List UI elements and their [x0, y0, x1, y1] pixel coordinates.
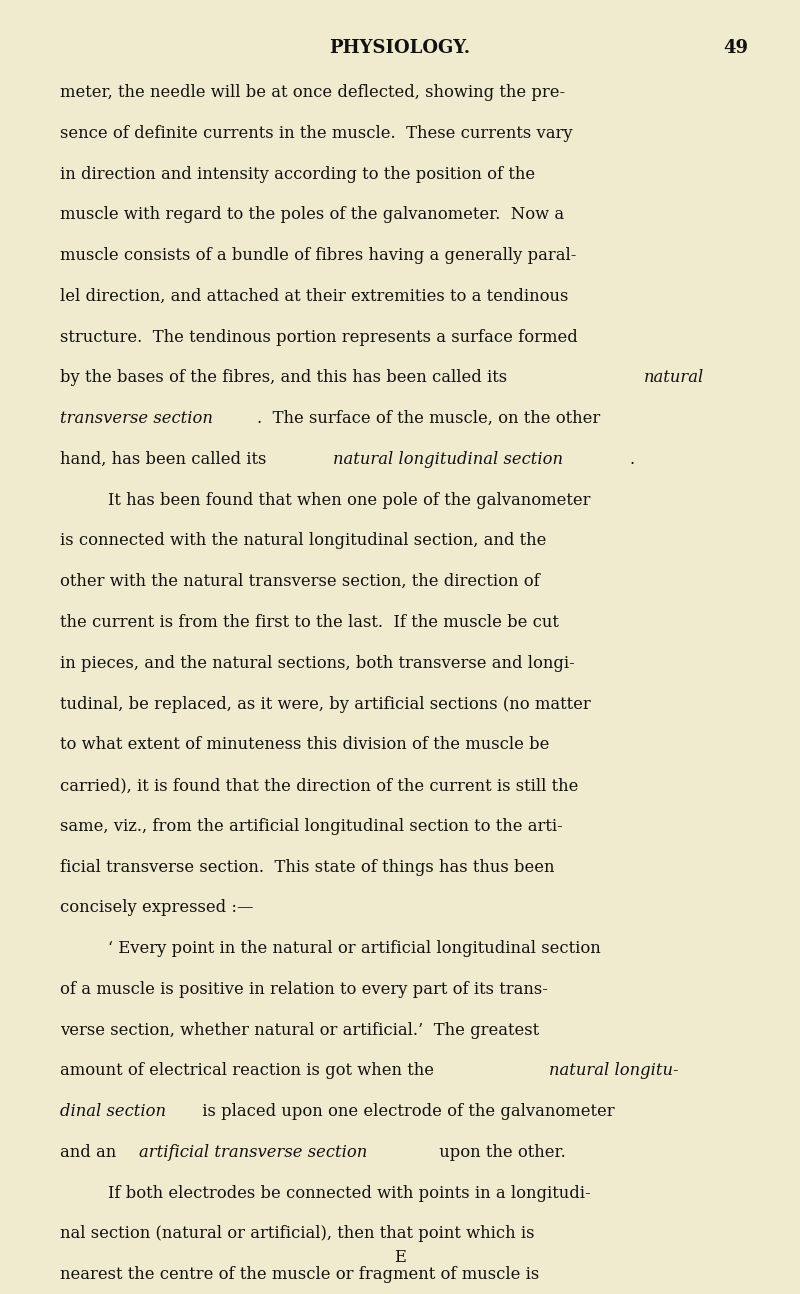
Text: amount of electrical reaction is got when the: amount of electrical reaction is got whe… — [60, 1062, 439, 1079]
Text: and an: and an — [60, 1144, 122, 1161]
Text: hand, has been called its: hand, has been called its — [60, 450, 272, 468]
Text: other with the natural transverse section, the direction of: other with the natural transverse sectio… — [60, 573, 540, 590]
Text: muscle consists of a bundle of fibres having a generally paral-: muscle consists of a bundle of fibres ha… — [60, 247, 576, 264]
Text: .: . — [630, 450, 635, 468]
Text: ‘ Every point in the natural or artificial longitudinal section: ‘ Every point in the natural or artifici… — [108, 939, 601, 958]
Text: muscle with regard to the poles of the galvanometer.  Now a: muscle with regard to the poles of the g… — [60, 206, 564, 224]
Text: lel direction, and attached at their extremities to a tendinous: lel direction, and attached at their ext… — [60, 287, 568, 305]
Text: natural: natural — [644, 369, 704, 387]
Text: tudinal, be replaced, as it were, by artificial sections (no matter: tudinal, be replaced, as it were, by art… — [60, 695, 590, 713]
Text: by the bases of the fibres, and this has been called its: by the bases of the fibres, and this has… — [60, 369, 512, 387]
Text: of a muscle is positive in relation to every part of its trans-: of a muscle is positive in relation to e… — [60, 981, 548, 998]
Text: If both electrodes be connected with points in a longitudi-: If both electrodes be connected with poi… — [108, 1184, 590, 1202]
Text: artificial transverse section: artificial transverse section — [139, 1144, 368, 1161]
Text: dinal section: dinal section — [60, 1102, 166, 1121]
Text: nearest the centre of the muscle or fragment of muscle is: nearest the centre of the muscle or frag… — [60, 1266, 539, 1284]
Text: structure.  The tendinous portion represents a surface formed: structure. The tendinous portion represe… — [60, 329, 578, 345]
Text: in direction and intensity according to the position of the: in direction and intensity according to … — [60, 166, 535, 182]
Text: sence of definite currents in the muscle.  These currents vary: sence of definite currents in the muscle… — [60, 124, 573, 142]
Text: natural longitu-: natural longitu- — [550, 1062, 679, 1079]
Text: is placed upon one electrode of the galvanometer: is placed upon one electrode of the galv… — [197, 1102, 614, 1121]
Text: is connected with the natural longitudinal section, and the: is connected with the natural longitudin… — [60, 532, 546, 550]
Text: meter, the needle will be at once deflected, showing the pre-: meter, the needle will be at once deflec… — [60, 84, 565, 101]
Text: nal section (natural or artificial), then that point which is: nal section (natural or artificial), the… — [60, 1225, 534, 1242]
Text: ficial transverse section.  This state of things has thus been: ficial transverse section. This state of… — [60, 858, 554, 876]
Text: It has been found that when one pole of the galvanometer: It has been found that when one pole of … — [108, 492, 590, 509]
Text: same, viz., from the artificial longitudinal section to the arti-: same, viz., from the artificial longitud… — [60, 818, 562, 835]
Text: E: E — [394, 1249, 406, 1266]
Text: the current is from the first to the last.  If the muscle be cut: the current is from the first to the las… — [60, 613, 559, 631]
Text: 49: 49 — [723, 39, 748, 57]
Text: concisely expressed :—: concisely expressed :— — [60, 899, 254, 916]
Text: in pieces, and the natural sections, both transverse and longi-: in pieces, and the natural sections, bot… — [60, 655, 574, 672]
Text: to what extent of minuteness this division of the muscle be: to what extent of minuteness this divisi… — [60, 736, 550, 753]
Text: verse section, whether natural or artificial.’  The greatest: verse section, whether natural or artifi… — [60, 1021, 539, 1039]
Text: PHYSIOLOGY.: PHYSIOLOGY. — [330, 39, 470, 57]
Text: .  The surface of the muscle, on the other: . The surface of the muscle, on the othe… — [258, 410, 601, 427]
Text: upon the other.: upon the other. — [434, 1144, 566, 1161]
Text: transverse section: transverse section — [60, 410, 213, 427]
Text: carried), it is found that the direction of the current is still the: carried), it is found that the direction… — [60, 776, 578, 795]
Text: natural longitudinal section: natural longitudinal section — [333, 450, 563, 468]
